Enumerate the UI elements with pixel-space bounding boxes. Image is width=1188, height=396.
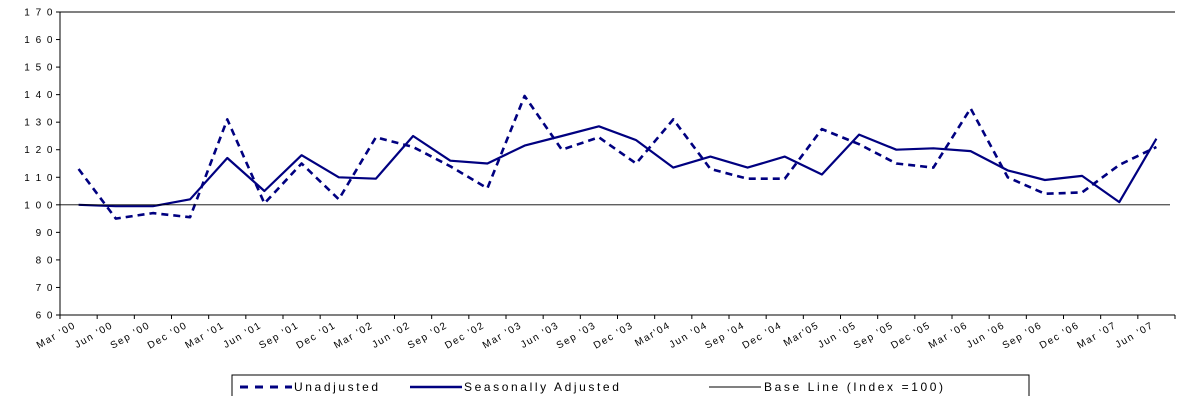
x-tick-label: Sep '02: [406, 320, 450, 352]
legend-base-line-label: Base Line (Index =100): [764, 380, 946, 394]
x-tick-label: Sep '03: [555, 320, 599, 352]
x-tick-label: Jun '06: [965, 320, 1007, 351]
y-tick-label: 1 3 0: [24, 118, 54, 129]
x-tick-label: Dec '03: [592, 320, 636, 352]
x-tick-label: Mar '06: [927, 320, 970, 351]
x-tick-label: Dec '00: [146, 320, 190, 352]
y-tick-label: 7 0: [36, 283, 54, 294]
x-tick-label: Sep '04: [703, 320, 747, 352]
y-tick-label: 6 0: [36, 311, 54, 322]
x-tick-label: Dec '01: [295, 320, 339, 352]
x-tick-label: Mar '02: [332, 320, 375, 351]
x-tick-label: Sep '05: [852, 320, 896, 352]
x-tick-label: Jun '07: [1114, 320, 1156, 351]
x-tick-label: Mar '03: [481, 320, 524, 351]
x-tick-label: Mar'04: [633, 320, 673, 349]
x-tick-label: Jun '05: [816, 320, 858, 351]
x-tick-label: Mar '00: [35, 320, 78, 351]
x-tick-label: Sep '06: [1001, 320, 1045, 352]
x-tick-label: Jun '00: [73, 320, 115, 351]
y-tick-label: 1 7 0: [24, 8, 54, 19]
x-tick-label: Dec '06: [1038, 320, 1082, 352]
y-tick-label: 1 4 0: [24, 90, 54, 101]
x-tick-label: Sep '00: [109, 320, 153, 352]
y-tick-label: 1 5 0: [24, 63, 54, 74]
x-tick-label: Jun '04: [668, 320, 710, 351]
x-tick-label: Sep '01: [257, 320, 301, 352]
x-tick-label: Mar'05: [782, 320, 822, 349]
x-tick-label: Jun '01: [222, 320, 264, 351]
y-tick-label: 1 1 0: [24, 173, 54, 184]
x-tick-label: Mar '07: [1076, 320, 1119, 351]
y-tick-label: 1 0 0: [24, 200, 54, 211]
legend-seasonally-adjusted-label: Seasonally Adjusted: [464, 380, 621, 394]
legend-box: [231, 374, 1030, 396]
y-tick-label: 9 0: [36, 228, 54, 239]
plot-area: [59, 11, 1175, 316]
x-tick-label: Jun '03: [519, 320, 561, 351]
x-tick-label: Dec '02: [443, 320, 487, 352]
x-tick-label: Jun '02: [370, 320, 412, 351]
x-tick-label: Dec '05: [889, 320, 933, 352]
y-tick-label: 1 2 0: [24, 145, 54, 156]
y-axis-ticks: 6 0 7 0 8 0 9 0 1 0 0 1 1 0 1 2 0 1 3 0 1 4 0 1 5…: [24, 8, 60, 322]
series-layer: [60, 94, 1170, 220]
x-tick-label: Mar '01: [184, 320, 227, 351]
legend: Unadjusted Seasonally Adjusted Base Line…: [231, 374, 1030, 396]
y-tick-label: 8 0: [36, 255, 54, 266]
series-seasonally-adjusted-line: [78, 125, 1158, 208]
y-tick-label: 1 6 0: [24, 35, 54, 46]
x-tick-label: Dec '04: [741, 320, 785, 352]
legend-unadjusted-label: Unadjusted: [294, 380, 381, 394]
series-unadjusted-line: [77, 94, 1157, 220]
